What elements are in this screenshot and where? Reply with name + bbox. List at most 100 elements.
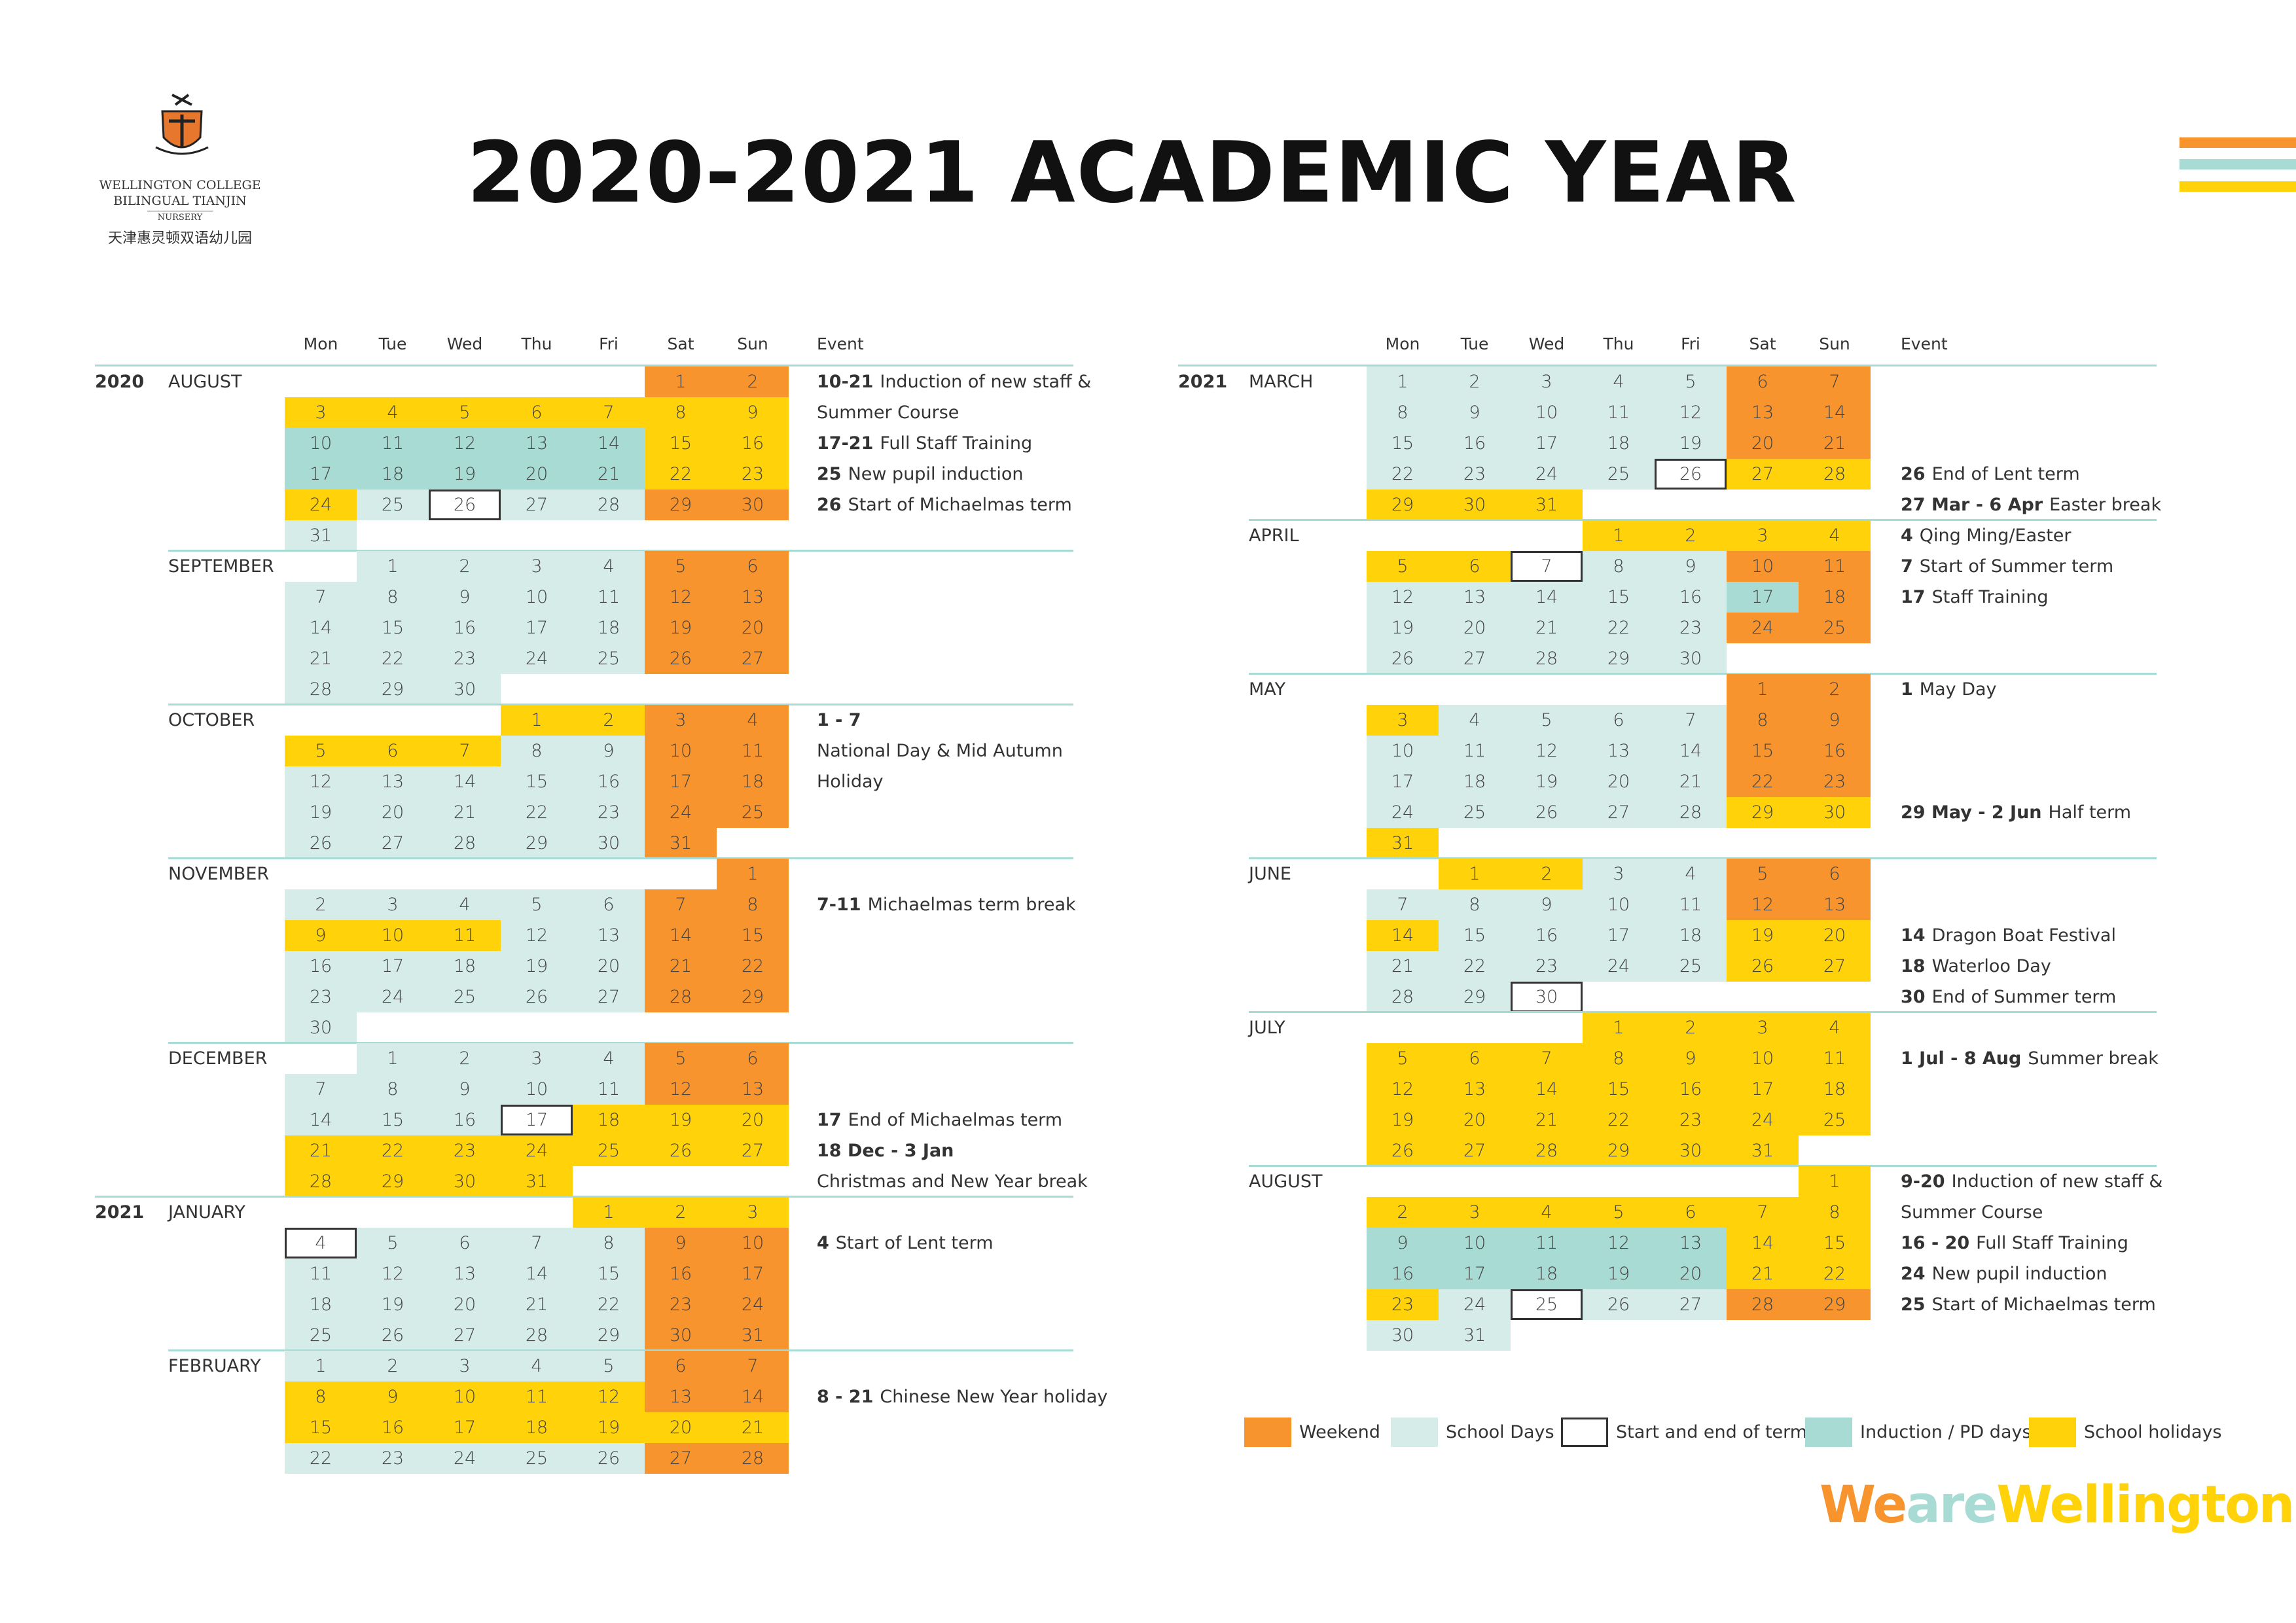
- event-text: National Day & Mid Autumn: [817, 741, 1063, 761]
- event-text: Waterloo Day: [1931, 956, 2051, 976]
- month-label: OCTOBER: [168, 710, 255, 730]
- rule: [168, 550, 1073, 552]
- day-cell: 23: [645, 1289, 717, 1320]
- day-cell: 2: [1655, 1012, 1727, 1043]
- event: 17-21 Full Staff Training: [817, 428, 1032, 459]
- day-cell: 27: [357, 828, 429, 859]
- day-cell: 30: [1367, 1320, 1439, 1351]
- event-date: 25: [817, 464, 842, 484]
- event: 18 Waterloo Day: [1901, 951, 2051, 982]
- day-cell: 18: [429, 951, 501, 982]
- day-cell: 25: [1439, 797, 1511, 828]
- day-cell: 8: [1439, 889, 1511, 920]
- day-cell: 24: [1727, 613, 1799, 643]
- event-date: 7: [1901, 556, 1913, 577]
- day-cell: 29: [573, 1320, 645, 1351]
- day-cell: 3: [1367, 705, 1439, 736]
- day-cell: 20: [1655, 1258, 1727, 1289]
- day-cell: 27: [429, 1320, 501, 1351]
- day-cell: 31: [1511, 490, 1583, 520]
- day-cell: 12: [645, 1074, 717, 1105]
- day-cell: 4: [1799, 1012, 1871, 1043]
- day-cell: 13: [501, 428, 573, 459]
- day-cell: 14: [573, 428, 645, 459]
- day-cell: 27: [1439, 643, 1511, 674]
- day-cell: 5: [1367, 551, 1439, 582]
- rule: [1249, 857, 2157, 859]
- day-cell: 3: [1727, 520, 1799, 551]
- event-date: 26: [817, 495, 842, 515]
- event-text: End of Summer term: [1931, 987, 2117, 1007]
- day-cell: 30: [1511, 982, 1583, 1012]
- day-cell: 17: [1727, 1074, 1799, 1105]
- day-cell: 31: [501, 1166, 573, 1197]
- day-cell: 15: [357, 1105, 429, 1135]
- day-cell: 27: [1439, 1135, 1511, 1166]
- day-cell: 25: [429, 982, 501, 1012]
- weekday-header: Sun: [1819, 334, 1850, 353]
- day-cell: 23: [717, 459, 789, 490]
- day-cell: 23: [285, 982, 357, 1012]
- day-cell: 16: [1439, 428, 1511, 459]
- day-cell: 6: [429, 1228, 501, 1258]
- day-cell: 14: [285, 613, 357, 643]
- event-text: New pupil induction: [1931, 1264, 2108, 1284]
- day-cell: 24: [501, 643, 573, 674]
- event-date: 10-21: [817, 372, 874, 392]
- legend-label: Start and end of term: [1616, 1422, 1808, 1442]
- event: National Day & Mid Autumn: [817, 736, 1063, 766]
- legend-label: School holidays: [2084, 1422, 2222, 1442]
- day-cell: 20: [1799, 920, 1871, 951]
- event-date: 18 Dec - 3 Jan: [817, 1141, 954, 1161]
- day-cell: 14: [1727, 1228, 1799, 1258]
- day-cell: 12: [573, 1382, 645, 1412]
- event-text: Half term: [2048, 802, 2132, 823]
- day-cell: 5: [1655, 366, 1727, 397]
- event-date: 26: [1901, 464, 1926, 484]
- day-cell: 26: [573, 1443, 645, 1474]
- day-cell: 8: [1727, 705, 1799, 736]
- day-cell: 18: [1655, 920, 1727, 951]
- day-cell: 18: [285, 1289, 357, 1320]
- event: 25 Start of Michaelmas term: [1901, 1289, 2156, 1320]
- rule: [168, 1349, 1073, 1351]
- day-cell: 4: [573, 1043, 645, 1074]
- day-cell: 30: [717, 490, 789, 520]
- day-cell: 18: [1439, 766, 1511, 797]
- day-cell: 25: [573, 1135, 645, 1166]
- day-cell: 13: [1655, 1228, 1727, 1258]
- day-cell: 21: [1727, 1258, 1799, 1289]
- day-cell: 25: [285, 1320, 357, 1351]
- day-cell: 4: [285, 1228, 357, 1258]
- day-cell: 14: [1511, 582, 1583, 613]
- day-cell: 2: [285, 889, 357, 920]
- weekday-header: Mon: [303, 334, 338, 353]
- day-cell: 9: [1439, 397, 1511, 428]
- day-cell: 28: [285, 1166, 357, 1197]
- day-cell: 15: [285, 1412, 357, 1443]
- day-cell: 21: [1511, 1105, 1583, 1135]
- day-cell: 22: [1727, 766, 1799, 797]
- day-cell: 12: [357, 1258, 429, 1289]
- day-cell: 19: [429, 459, 501, 490]
- day-cell: 7: [501, 1228, 573, 1258]
- day-cell: 8: [717, 889, 789, 920]
- day-cell: 21: [285, 643, 357, 674]
- event: 1 May Day: [1901, 674, 1997, 705]
- day-cell: 24: [501, 1135, 573, 1166]
- day-cell: 10: [1727, 551, 1799, 582]
- day-cell: 26: [1583, 1289, 1655, 1320]
- event-text: End of Lent term: [1931, 464, 2080, 484]
- day-cell: 28: [1727, 1289, 1799, 1320]
- rule: [168, 704, 1073, 705]
- day-cell: 2: [429, 1043, 501, 1074]
- day-cell: 12: [1655, 397, 1727, 428]
- day-cell: 2: [1439, 366, 1511, 397]
- day-cell: 4: [573, 551, 645, 582]
- day-cell: 7: [1655, 705, 1727, 736]
- stripe: [2179, 181, 2296, 192]
- weekday-header: Mon: [1385, 334, 1420, 353]
- day-cell: 8: [1799, 1197, 1871, 1228]
- day-cell: 7: [1727, 1197, 1799, 1228]
